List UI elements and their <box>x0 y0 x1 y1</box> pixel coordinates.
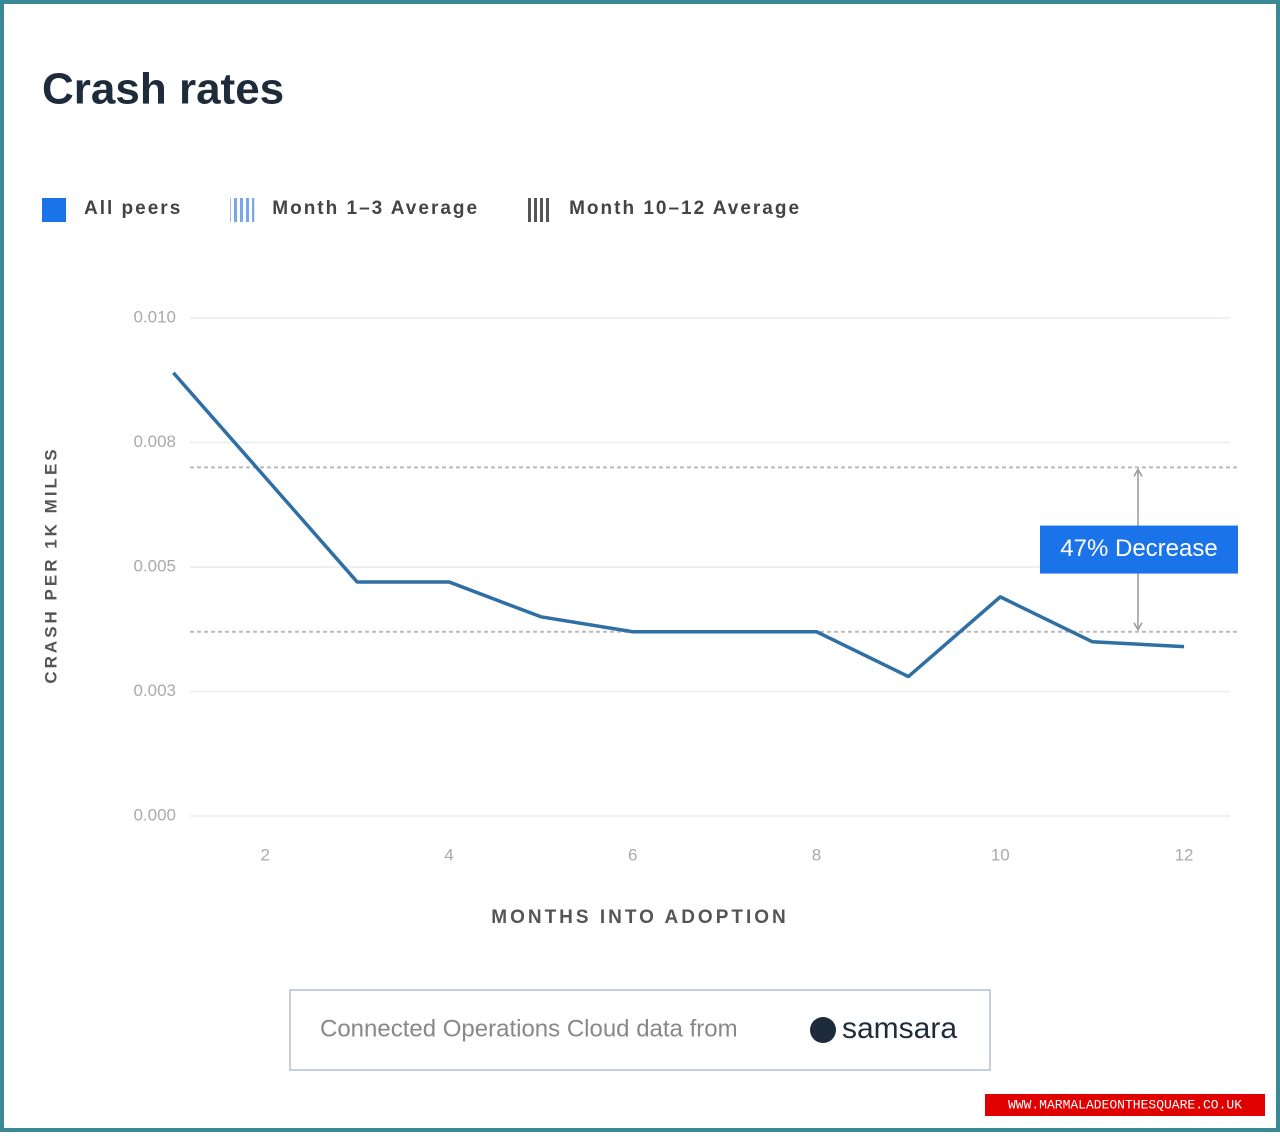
x-tick-label: 6 <box>628 845 637 864</box>
watermark: WWW.MARMALADEONTHESQUARE.CO.UK <box>1008 1097 1242 1112</box>
annotation-text: 47% Decrease <box>1060 535 1217 562</box>
footer-box <box>289 989 991 1071</box>
legend-swatch <box>42 198 66 222</box>
data-line <box>172 371 1185 679</box>
x-axis-label: MONTHS INTO ADOPTION <box>491 907 789 928</box>
annotation-box <box>1040 525 1238 574</box>
watermark-box <box>985 1094 1265 1116</box>
x-tick-label: 10 <box>991 845 1010 864</box>
footer-text: Connected Operations Cloud data from <box>320 1015 738 1042</box>
chart-title: Crash rates <box>42 65 284 114</box>
y-tick-label: 0.010 <box>133 307 176 326</box>
x-tick-label: 8 <box>812 845 821 864</box>
y-axis-label: CRASH PER 1K MILES <box>41 446 60 683</box>
legend-label: Month 1–3 Average <box>272 198 479 219</box>
y-tick-label: 0.005 <box>133 556 176 575</box>
x-tick-label: 2 <box>261 845 270 864</box>
arrow-head <box>1133 467 1143 632</box>
brand-name: samsara <box>842 1012 957 1045</box>
legend-swatch <box>527 198 552 222</box>
x-tick-label: 12 <box>1175 845 1194 864</box>
legend-swatch <box>230 198 255 222</box>
legend-label: Month 10–12 Average <box>569 198 801 219</box>
legend-label: All peers <box>84 198 182 219</box>
y-tick-label: 0.003 <box>133 681 176 700</box>
brand-logo <box>810 1017 836 1043</box>
y-tick-label: 0.000 <box>133 805 176 824</box>
y-tick-label: 0.008 <box>133 432 176 451</box>
x-tick-label: 4 <box>444 845 453 864</box>
